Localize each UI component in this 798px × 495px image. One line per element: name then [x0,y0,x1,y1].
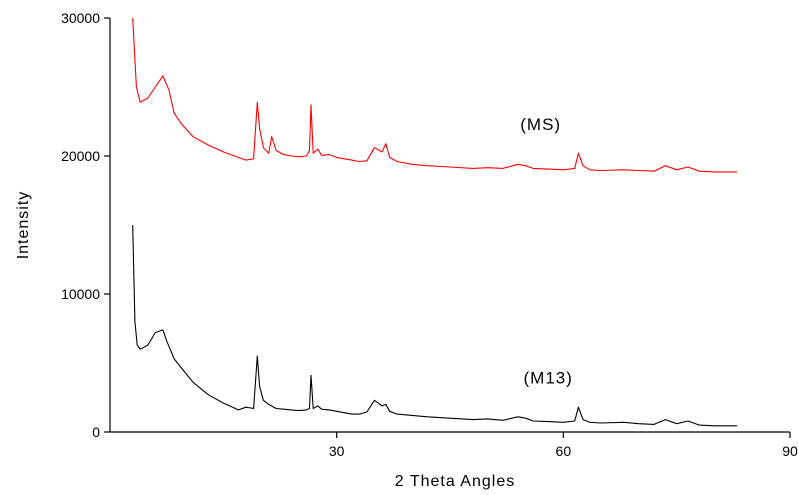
y-axis-title: Intensity [15,191,32,260]
x-tick-label: 30 [329,443,345,459]
series-annotation: (MS) [520,115,561,134]
series-line-ms [132,17,738,173]
y-tick-label: 30000 [61,10,100,26]
x-tick-label: 60 [556,443,572,459]
series-line-m13 [132,224,738,427]
y-tick-label: 10000 [61,286,100,302]
y-tick-label: 0 [92,424,100,440]
axes [109,18,790,433]
x-tick-label: 90 [782,443,798,459]
series-annotation: (M13) [524,369,573,388]
y-tick-label: 20000 [61,148,100,164]
annotations: (MS) (M13) [520,115,573,388]
y-ticks: 0 10000 20000 30000 [61,10,110,440]
x-axis-title: 2 Theta Angles [395,473,515,490]
series-group [132,17,738,427]
x-ticks: 30 60 90 [329,432,798,459]
